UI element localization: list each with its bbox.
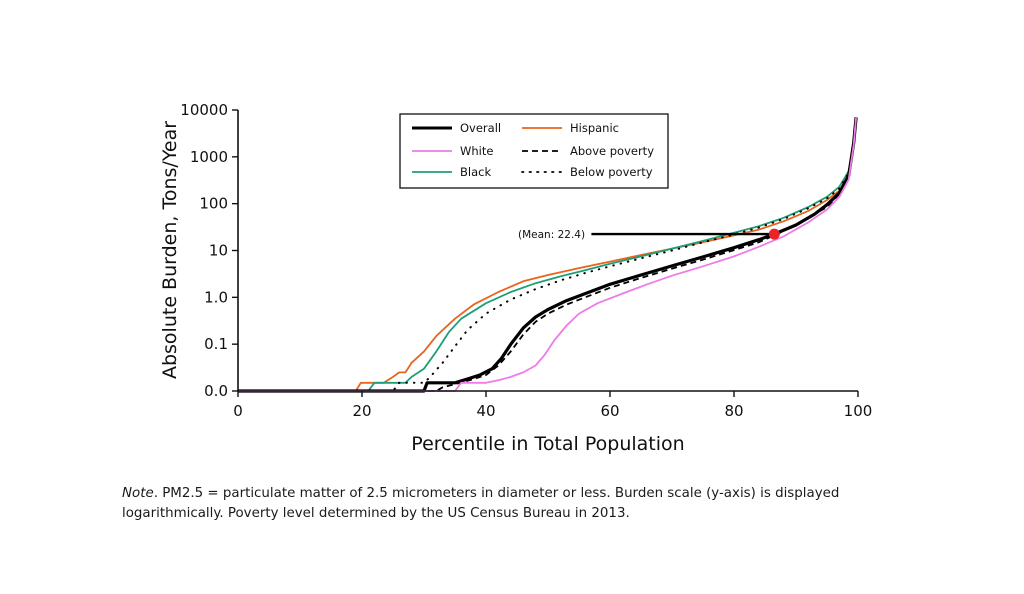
y-tick-label: 0.0 <box>204 382 228 400</box>
y-axis-title: Absolute Burden, Tons/Year <box>159 121 181 379</box>
x-axis-title: Percentile in Total Population <box>411 433 684 455</box>
y-tick-label: 0.1 <box>204 335 228 353</box>
legend-label-black: Black <box>460 165 491 179</box>
legend-label-above-poverty: Above poverty <box>570 144 654 158</box>
x-tick-label: 60 <box>600 402 619 420</box>
legend-label-hispanic: Hispanic <box>570 121 619 135</box>
mean-annotation: (Mean: 22.4) <box>518 228 780 241</box>
y-tick-label: 1.0 <box>204 288 228 306</box>
note-text: . PM2.5 = particulate matter of 2.5 micr… <box>122 486 840 521</box>
mean-marker <box>768 228 780 240</box>
y-tick-label: 10000 <box>180 101 228 119</box>
series-line-hispanic <box>238 117 857 392</box>
series-line-white <box>238 117 857 392</box>
note-label: Note <box>122 486 154 501</box>
x-tick-label: 20 <box>352 402 371 420</box>
x-tick-label: 40 <box>476 402 495 420</box>
series-layer <box>237 116 858 393</box>
figure-note: Note. PM2.5 = particulate matter of 2.5 … <box>122 484 902 524</box>
x-tick-label: 0 <box>233 402 243 420</box>
series-line-overall <box>238 117 858 393</box>
legend-label-overall: Overall <box>460 121 501 135</box>
legend-label-white: White <box>460 144 493 158</box>
legend: Overall Hispanic White Above poverty Bla… <box>399 113 669 189</box>
x-tick-label: 100 <box>844 402 873 420</box>
y-tick-label: 100 <box>199 195 228 213</box>
x-tick-label: 80 <box>724 402 743 420</box>
series-line-above-poverty <box>238 117 857 392</box>
legend-label-below-poverty: Below poverty <box>570 165 653 179</box>
y-tick-label: 10 <box>209 242 228 260</box>
series-line-black <box>238 117 857 392</box>
series-line-below-poverty <box>237 116 858 392</box>
mean-annotation-label: (Mean: 22.4) <box>518 229 585 241</box>
ticks: 0 20 40 60 80 100 0.0 0.1 1.0 10 100 1000 10000 <box>180 101 872 420</box>
y-tick-label: 1000 <box>190 148 228 166</box>
